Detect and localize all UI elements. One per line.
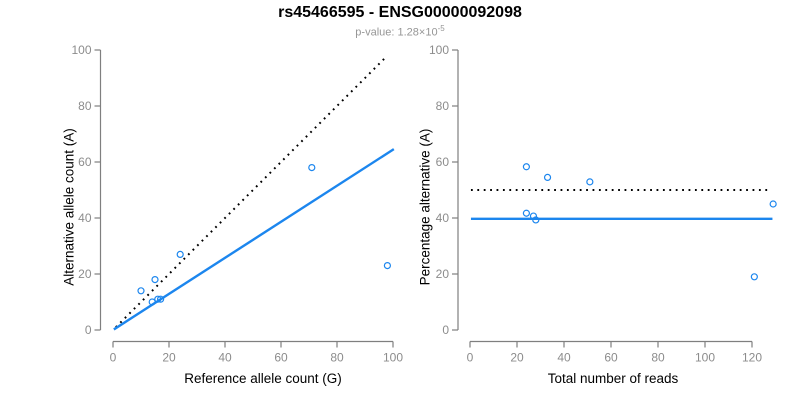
identity-line <box>115 56 387 328</box>
data-point <box>522 163 531 171</box>
y-tick-label: 0 <box>85 323 92 337</box>
fit-line <box>113 148 395 331</box>
data-point <box>769 200 777 208</box>
x-tick-label: 0 <box>110 351 117 365</box>
x-tick-label: 60 <box>274 351 288 365</box>
x-tick-label: 40 <box>218 351 232 365</box>
chart-subtitle: p-value: 1.28×10-5 <box>0 24 800 39</box>
pvalue-exponent: -5 <box>437 24 445 33</box>
y-tick-label: 100 <box>429 43 449 57</box>
data-point <box>154 295 162 303</box>
data-point <box>532 216 540 224</box>
data-point <box>586 178 594 186</box>
data-point <box>750 273 758 281</box>
y-tick-label: 60 <box>78 155 92 169</box>
x-tick-label: 80 <box>651 351 665 365</box>
data-point <box>176 250 184 258</box>
chart-title: rs45466595 - ENSG00000092098 <box>278 4 522 21</box>
x-tick-label: 20 <box>162 351 176 365</box>
data-point <box>151 276 159 284</box>
y-tick-label: 40 <box>78 211 92 225</box>
left-xaxis-title: Reference allele count (G) <box>184 371 342 386</box>
data-point <box>543 173 552 181</box>
data-point <box>308 164 316 172</box>
data-point <box>148 298 156 306</box>
right-xaxis-title: Total number of reads <box>547 371 679 386</box>
data-point <box>522 209 531 217</box>
x-tick-label: 20 <box>510 351 524 365</box>
y-tick-label: 100 <box>71 43 91 57</box>
panel-percentage-vs-coverage: 0 20 40 60 80 100 0 20 40 60 80 100 120 <box>429 43 777 365</box>
y-tick-label: 20 <box>436 267 450 281</box>
y-tick-label: 80 <box>78 99 92 113</box>
pvalue-text: p-value: 1.28×10 <box>355 26 438 39</box>
left-yaxis-title: Alternative allele count (A) <box>61 128 77 286</box>
data-point <box>157 295 165 303</box>
panel-allele-counts: 0 20 40 60 80 100 0 20 40 60 80 100 <box>71 43 403 365</box>
x-tick-label: 80 <box>330 351 344 365</box>
y-tick-label: 40 <box>436 211 450 225</box>
data-point <box>383 262 391 270</box>
y-tick-label: 0 <box>442 323 449 337</box>
x-tick-label: 100 <box>695 351 715 365</box>
x-tick-label: 100 <box>383 351 403 365</box>
right-yaxis-title: Percentage alternative (A) <box>417 128 433 286</box>
y-tick-label: 20 <box>78 267 92 281</box>
x-tick-label: 0 <box>467 351 474 365</box>
y-tick-label: 60 <box>436 155 450 169</box>
x-tick-label: 40 <box>557 351 571 365</box>
data-point <box>137 287 145 295</box>
x-tick-label: 60 <box>604 351 618 365</box>
x-tick-label: 120 <box>742 351 762 365</box>
y-tick-label: 80 <box>436 99 450 113</box>
